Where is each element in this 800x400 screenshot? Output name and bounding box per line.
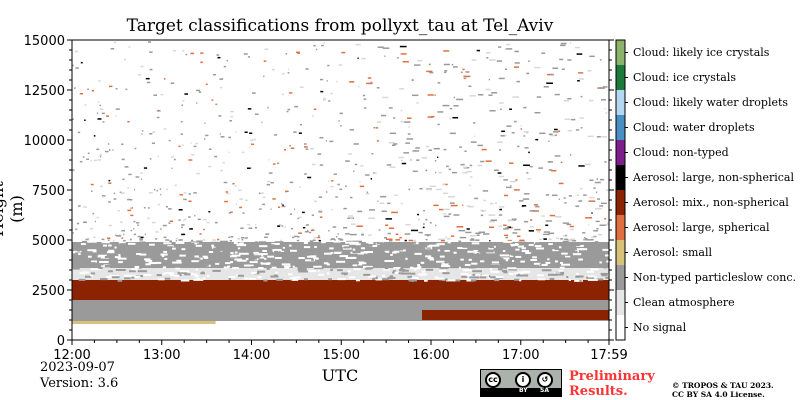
legend-swatch-0 — [616, 40, 625, 65]
plot-area — [72, 41, 609, 324]
date-label: 2023-09-07 — [40, 360, 115, 375]
legend-label-5: Aerosol: large, non-spherical — [633, 170, 795, 184]
legend-label-0: Cloud: likely ice crystals — [633, 45, 770, 59]
layer-2 — [72, 280, 609, 300]
y-tick-label-5: 12500 — [24, 84, 65, 99]
y-tick-label-6: 15000 — [24, 34, 65, 49]
legend-label-1: Cloud: ice crystals — [633, 70, 736, 84]
legend-swatch-9 — [616, 265, 625, 290]
y-tick-label-4: 10000 — [24, 134, 65, 149]
legend-label-9: Non-typed particleslow conc. — [633, 270, 796, 284]
legend-label-8: Aerosol: small — [633, 245, 712, 259]
copyright-notice: © TROPOS & TAU 2023. CC BY SA 4.0 Licens… — [672, 381, 774, 399]
legend-label-4: Cloud: non-typed — [633, 145, 729, 159]
legend-swatch-6 — [616, 190, 625, 215]
legend-label-10: Clean atmosphere — [633, 295, 735, 309]
legend-swatch-5 — [616, 165, 625, 190]
legend-label-7: Aerosol: large, spherical — [633, 220, 770, 234]
legend-swatch-8 — [616, 240, 625, 265]
by-icon: i — [515, 372, 531, 388]
by-text: BY — [519, 387, 528, 394]
legend-swatch-3 — [616, 115, 625, 140]
x-tick-label-5: 17:00 — [502, 348, 539, 363]
y-tick-label-2: 5000 — [32, 234, 65, 249]
x-tick-label-0: 12:00 — [53, 348, 90, 363]
x-tick-label-6: 17:59 — [590, 348, 627, 363]
version-label: Version: 3.6 — [40, 376, 119, 391]
noise-speckles — [72, 41, 609, 282]
preliminary-line-1: Preliminary — [569, 369, 655, 384]
copyright-line-2: CC BY SA 4.0 License. — [672, 390, 765, 399]
layer-0 — [72, 321, 216, 324]
x-tick-label-2: 14:00 — [233, 348, 270, 363]
legend-label-2: Cloud: likely water droplets — [633, 95, 789, 109]
cc-license-badge: cc i ↺ BY SA — [480, 369, 562, 397]
x-tick-label-1: 13:00 — [143, 348, 180, 363]
legend-swatch-7 — [616, 215, 625, 240]
legend-swatch-10 — [616, 290, 625, 315]
sa-text: SA — [540, 387, 549, 394]
legend-label-11: No signal — [633, 320, 687, 334]
colorbar-legend — [615, 39, 628, 341]
legend-swatch-4 — [616, 140, 625, 165]
x-axis-label: UTC — [321, 366, 359, 385]
x-tick-label-4: 16:00 — [412, 348, 449, 363]
chart-title: Target classifications from pollyxt_tau … — [126, 16, 554, 36]
legend-label-3: Cloud: water droplets — [633, 120, 755, 134]
copyright-line-1: © TROPOS & TAU 2023. — [672, 381, 774, 390]
axes: 0 2500 5000 7500 10000 12500 15000 12:00 13:00 14… — [24, 34, 628, 363]
x-tick-label-3: 15:00 — [323, 348, 360, 363]
cc-icon: cc — [485, 372, 501, 388]
colorbar-frame — [615, 39, 626, 341]
legend-swatch-2 — [616, 90, 625, 115]
y-tick-label-0: 0 — [57, 334, 65, 349]
legend-swatch-11 — [616, 315, 625, 340]
preliminary-line-2: Results. — [569, 384, 628, 399]
sa-icon: ↺ — [537, 372, 553, 388]
legend-swatch-1 — [616, 65, 625, 90]
legend-label-6: Aerosol: mix., non-spherical — [633, 195, 789, 209]
y-tick-label-1: 2500 — [32, 284, 65, 299]
cc-badge-bar: BY SA — [481, 387, 561, 396]
preliminary-notice: Preliminary Results. — [569, 369, 655, 399]
y-tick-label-3: 7500 — [32, 184, 65, 199]
layer-3 — [422, 310, 609, 320]
